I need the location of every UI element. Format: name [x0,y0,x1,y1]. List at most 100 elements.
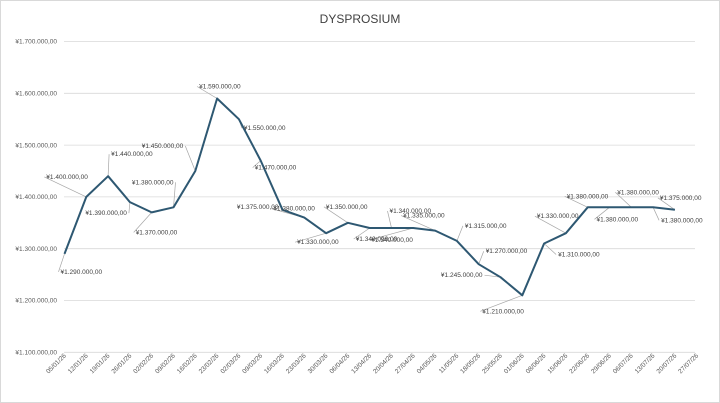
data-label: ¥1.550.000,00 [244,125,286,132]
data-label: ¥1.330.000,00 [537,213,579,220]
label-leader [478,251,485,265]
label-leader [173,182,176,208]
x-tick-label: 20/04/26 [372,352,395,375]
label-leader [615,192,632,208]
label-leader [353,227,370,240]
x-tick-label: 15/06/26 [546,352,569,375]
label-leader [484,274,501,278]
x-tick-label: 01/06/26 [503,352,526,375]
x-tick-label: 27/07/26 [677,352,700,375]
label-leader [657,197,676,211]
data-label: ¥1.380.000,00 [567,193,609,200]
x-axis: 05/01/2612/01/2619/01/2626/01/2602/02/26… [45,352,700,375]
data-label: ¥1.350.000,00 [326,204,368,211]
grid-layer [64,41,695,353]
label-leader [252,160,261,168]
label-leader [534,215,567,234]
y-tick-label: ¥1.300.000,00 [15,246,57,253]
x-tick-label: 19/01/26 [89,352,112,375]
data-label: ¥1.340.000,00 [390,208,432,215]
data-label: ¥1.370.000,00 [136,229,178,236]
data-label: ¥1.210.000,00 [482,308,524,315]
x-tick-label: 23/03/26 [285,352,308,375]
x-tick-label: 13/07/26 [634,352,657,375]
label-leader [295,232,327,243]
x-tick-label: 16/02/26 [176,352,199,375]
label-leader [184,145,196,172]
data-label: ¥1.290.000,00 [61,269,103,276]
y-tick-label: ¥1.400.000,00 [15,194,57,201]
x-tick-label: 27/04/26 [394,352,417,375]
chart-title: DYSPROSIUM [320,12,401,26]
y-tick-label: ¥1.500.000,00 [15,142,57,149]
data-label: ¥1.375.000,00 [237,204,279,211]
data-label: ¥1.340.000,00 [356,236,398,243]
label-leader [107,154,110,177]
label-leaders [44,86,676,312]
x-tick-label: 09/03/26 [241,352,264,375]
y-axis: ¥1.700.000,00 ¥1.600.000,00 ¥1.500.000,00 ¥… [15,39,57,357]
data-label: ¥1.315.000,00 [465,223,507,230]
y-tick-label: ¥1.100.000,00 [15,350,57,357]
x-tick-label: 18/05/26 [459,352,482,375]
data-labels: ¥1.290.000,00¥1.400.000,00¥1.440.000,00¥… [46,83,703,315]
x-tick-label: 23/02/26 [198,352,221,375]
data-label: ¥1.380.000,00 [273,206,315,213]
data-label: ¥1.380.000,00 [597,216,639,223]
label-leader [400,215,436,231]
label-leader [323,206,349,224]
label-leader [480,294,523,312]
label-leader [58,253,65,273]
x-tick-label: 02/03/26 [219,352,242,375]
label-leader [128,202,131,214]
label-leader [564,195,588,208]
x-tick-label: 11/05/26 [438,352,461,375]
x-tick-label: 30/03/26 [307,352,330,375]
label-leader [543,243,557,255]
label-leader [456,225,464,242]
label-leader [44,176,87,198]
label-leader [652,207,660,221]
label-leader [369,227,414,241]
data-label: ¥1.450.000,00 [142,143,184,150]
x-tick-label: 29/06/26 [590,352,613,375]
x-tick-label: 04/05/26 [416,352,439,375]
data-label: ¥1.470.000,00 [255,165,297,172]
x-tick-label: 02/02/26 [132,352,155,375]
data-label: ¥1.245.000,00 [441,272,483,279]
label-leader [133,212,152,233]
x-tick-label: 06/04/26 [328,352,351,375]
y-tick-label: ¥1.700.000,00 [15,39,57,46]
x-tick-label: 25/05/26 [481,352,504,375]
label-leader [594,207,610,220]
data-label: ¥1.340.000,00 [371,237,413,244]
data-label: ¥1.335.000,00 [403,213,445,220]
x-tick-label: 22/06/26 [568,352,591,375]
data-label: ¥1.400.000,00 [46,174,88,181]
x-tick-label: 12/01/26 [67,352,90,375]
x-tick-label: 26/01/26 [110,352,133,375]
data-label: ¥1.380.000,00 [661,217,703,224]
data-label: ¥1.590.000,00 [199,83,241,90]
data-label: ¥1.380.000,00 [132,179,174,186]
x-tick-label: 16/03/26 [263,352,286,375]
data-label: ¥1.270.000,00 [486,248,528,255]
x-tick-label: 09/02/26 [154,352,177,375]
data-label: ¥1.390.000,00 [85,210,127,217]
label-leader [196,86,218,99]
data-label: ¥1.330.000,00 [297,239,339,246]
series-line [63,97,676,297]
label-leader [387,210,392,229]
data-label: ¥1.440.000,00 [111,151,153,158]
x-tick-label: 13/04/26 [350,352,373,375]
y-tick-label: ¥1.600.000,00 [15,91,57,98]
data-label: ¥1.380.000,00 [617,189,659,196]
y-tick-label: ¥1.200.000,00 [15,298,57,305]
data-label: ¥1.310.000,00 [558,252,600,259]
data-label: ¥1.375.000,00 [660,195,702,202]
x-tick-label: 08/06/26 [525,352,548,375]
x-tick-label: 06/07/26 [612,352,635,375]
x-tick-label: 20/07/26 [655,352,678,375]
